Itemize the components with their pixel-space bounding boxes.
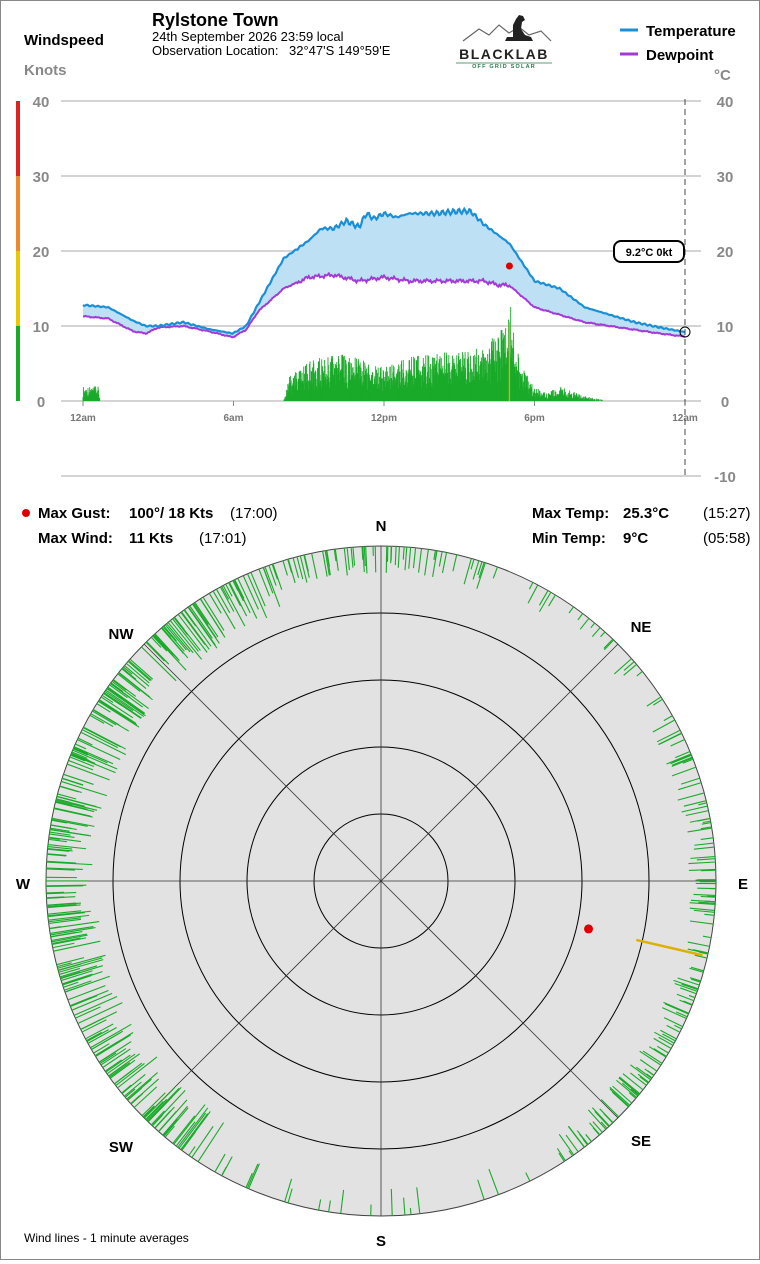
- max-gust-label: Max Gust:: [38, 505, 111, 522]
- dewpoint-line: [83, 273, 685, 337]
- max-gust-point: [506, 263, 513, 270]
- compass-label-n: N: [376, 518, 387, 535]
- legend-dewpoint-label: Dewpoint: [646, 47, 714, 64]
- x-tick-label: 12am: [70, 413, 96, 424]
- max-wind-marker: [584, 924, 593, 933]
- station-name: Rylstone Town: [152, 10, 279, 30]
- right-tick-label: 30: [717, 169, 734, 186]
- left-tick-label: 10: [33, 319, 50, 336]
- windspeed-title: Windspeed: [24, 32, 104, 49]
- blacklab-logo: BLACKLAB OFF GRID SOLAR: [456, 15, 552, 70]
- wind-direction-line: [701, 897, 716, 898]
- location-label: Observation Location:: [152, 43, 278, 58]
- left-tick-label: 40: [33, 94, 50, 111]
- footer-note: Wind lines - 1 minute averages: [24, 1231, 189, 1245]
- x-tick-label: 6am: [223, 413, 243, 424]
- current-reading-label: 9.2°C 0kt: [626, 247, 673, 259]
- scale-segment: [16, 326, 20, 401]
- compass-label-e: E: [738, 876, 748, 893]
- right-tick-label: 40: [717, 94, 734, 111]
- right-tick-label: 10: [717, 319, 734, 336]
- compass-label-se: SE: [631, 1133, 651, 1150]
- max-temp-value: 25.3°C: [623, 505, 669, 522]
- min-temp-label: Min Temp:: [532, 530, 606, 547]
- logo-text: BLACKLAB: [459, 46, 549, 62]
- scale-segment: [16, 101, 20, 176]
- wind-direction-compass: N NE E SE S SW W NW: [16, 518, 748, 1250]
- left-axis-ticks: 0 10 20 30 40: [33, 94, 50, 411]
- right-tick-label: 0: [721, 394, 729, 411]
- max-temp-time: (15:27): [703, 505, 751, 522]
- max-temp-label: Max Temp:: [532, 505, 609, 522]
- wind-direction-line: [46, 885, 86, 886]
- compass-label-nw: NW: [109, 626, 135, 643]
- compass-label-w: W: [16, 876, 31, 893]
- legend-temperature-label: Temperature: [646, 23, 736, 40]
- left-tick-label: 30: [33, 169, 50, 186]
- right-tick-label: 20: [717, 244, 734, 261]
- windspeed-color-scale: [16, 101, 20, 401]
- location-value: 32°47'S 149°59'E: [289, 43, 391, 58]
- report-datetime: 24th September 2026 23:59 local: [152, 29, 344, 44]
- x-tick-label: 12pm: [371, 413, 397, 424]
- compass-label-sw: SW: [109, 1139, 134, 1156]
- left-tick-label: 20: [33, 244, 50, 261]
- max-wind-label: Max Wind:: [38, 530, 113, 547]
- compass-label-s: S: [376, 1233, 386, 1250]
- temp-dew-band: [83, 209, 685, 338]
- windspeed-bars: [83, 307, 602, 401]
- x-tick-label: 6pm: [524, 413, 545, 424]
- min-temp-value: 9°C: [623, 530, 648, 547]
- wind-direction-line: [362, 547, 363, 560]
- right-tick-label: -10: [714, 469, 736, 486]
- max-gust-marker: [22, 509, 30, 517]
- left-tick-label: 0: [37, 394, 45, 411]
- knots-axis-title: Knots: [24, 62, 67, 79]
- min-temp-time: (05:58): [703, 530, 751, 547]
- chart-legend: Temperature Dewpoint: [620, 23, 736, 64]
- temperature-dewpoint-fill: [83, 209, 685, 338]
- wind-direction-line: [410, 1208, 411, 1215]
- celsius-axis-title: °C: [714, 67, 731, 84]
- max-wind-time: (17:01): [199, 530, 247, 547]
- max-gust-value: 100°/ 18 Kts: [129, 505, 213, 522]
- max-wind-value: 11 Kts: [129, 530, 173, 547]
- compass-label-ne: NE: [631, 619, 652, 636]
- scale-segment: [16, 176, 20, 251]
- scale-segment: [16, 251, 20, 326]
- logo-subtext: OFF GRID SOLAR: [472, 64, 536, 70]
- current-reading-box: 9.2°C 0kt: [614, 241, 684, 262]
- max-gust-time: (17:00): [230, 505, 278, 522]
- right-axis-ticks: -10 0 10 20 30 40: [714, 94, 736, 486]
